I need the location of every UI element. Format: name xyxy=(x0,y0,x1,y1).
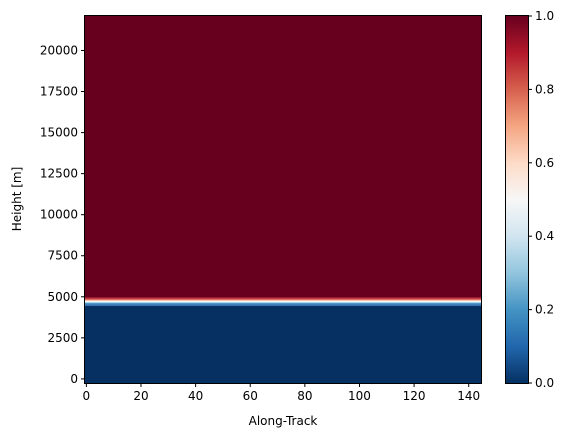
heatmap-band xyxy=(85,299,481,301)
x-tick-label: 80 xyxy=(297,389,312,403)
y-tick-label: 0 xyxy=(70,372,78,386)
x-tick-label: 140 xyxy=(457,389,480,403)
colorbar-tick-label: 1.0 xyxy=(535,9,554,23)
heatmap-bands xyxy=(85,16,481,383)
x-tick-label: 0 xyxy=(83,389,91,403)
colorbar-tick-label: 0.4 xyxy=(535,229,554,243)
heatmap-band xyxy=(85,305,481,383)
heatmap-band xyxy=(85,298,481,300)
heatmap-band xyxy=(85,301,481,304)
y-axis-label: Height [m] xyxy=(10,167,24,232)
colorbar-tick-label: 0.0 xyxy=(535,376,554,390)
y-tick-label: 10000 xyxy=(40,208,78,222)
colorbar-ticks: 0.0 0.2 0.4 0.6 0.8 1.0 xyxy=(528,9,554,390)
x-tick-label: 100 xyxy=(348,389,371,403)
heatmap-band xyxy=(85,16,481,298)
plot-frame xyxy=(84,15,482,384)
y-tick-label: 7500 xyxy=(47,249,78,263)
heatmap-band xyxy=(85,304,481,306)
x-tick-label: 20 xyxy=(133,389,148,403)
y-tick-label: 2500 xyxy=(47,331,78,345)
y-tick-label: 5000 xyxy=(47,290,78,304)
heatmap-band xyxy=(85,297,481,299)
x-tick-label: 120 xyxy=(403,389,426,403)
colorbar xyxy=(505,15,529,384)
colorbar-tick-label: 0.6 xyxy=(535,156,554,170)
x-axis-label: Along-Track xyxy=(249,414,318,428)
x-tick-label: 40 xyxy=(188,389,203,403)
colorbar-tick-label: 0.8 xyxy=(535,82,554,96)
y-tick-label: 20000 xyxy=(40,43,78,57)
heatmap-band xyxy=(85,303,481,305)
y-tick-label: 17500 xyxy=(40,85,78,99)
y-tick-label: 15000 xyxy=(40,126,78,140)
x-axis-ticks: 0 20 40 60 80 100 120 140 xyxy=(83,383,480,403)
colorbar-tick-label: 0.2 xyxy=(535,303,554,317)
x-tick-label: 60 xyxy=(243,389,258,403)
y-tick-label: 12500 xyxy=(40,167,78,181)
y-axis-ticks: 0 2500 5000 7500 10000 12500 15000 17500 20000 xyxy=(40,43,85,386)
heatmap-band xyxy=(85,300,481,302)
